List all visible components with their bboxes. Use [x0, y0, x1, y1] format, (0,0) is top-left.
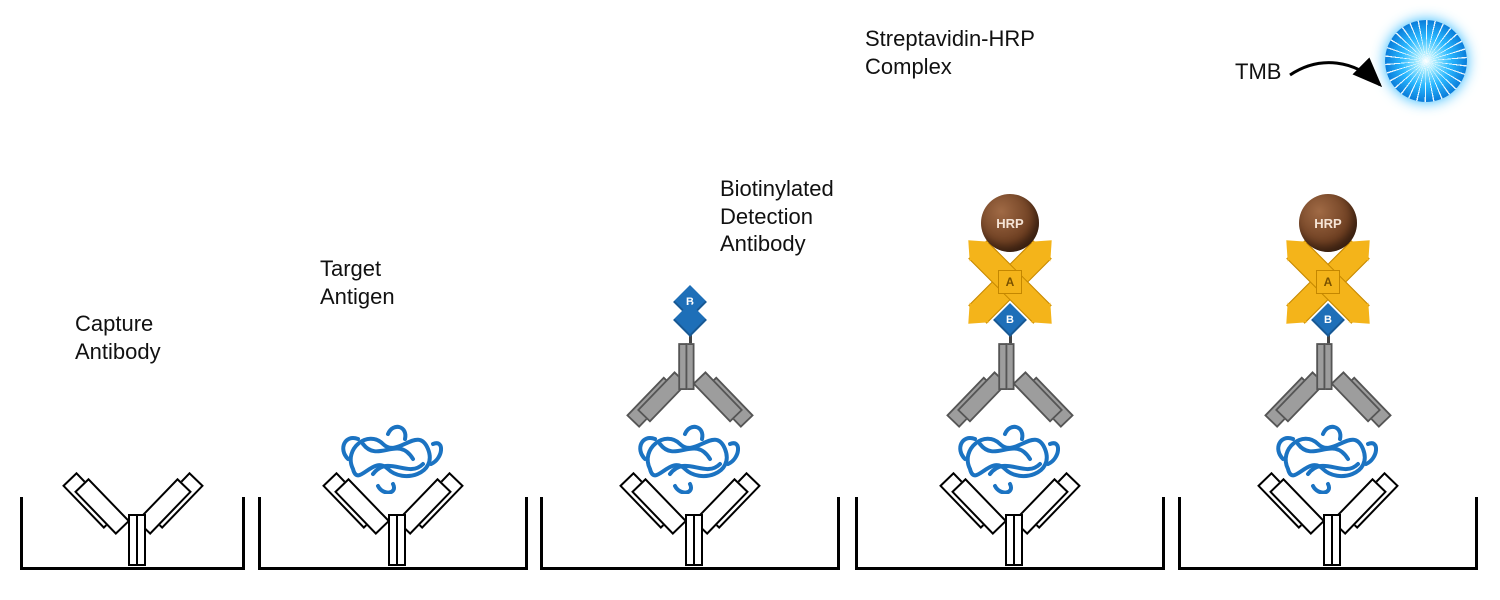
antigen-icon	[630, 414, 750, 494]
tmb-signal-icon	[1385, 20, 1467, 102]
biotin-icon: B	[998, 308, 1022, 346]
hrp-letter: HRP	[996, 216, 1023, 231]
panel-antigen	[258, 320, 528, 570]
panel-detection: B	[540, 190, 840, 570]
label-capture-antibody: Capture Antibody	[75, 310, 161, 365]
streptavidin-letter: A	[1324, 275, 1333, 289]
antigen-icon	[1268, 414, 1388, 494]
antigen-icon	[950, 414, 1070, 494]
biotin-letter: B	[1006, 314, 1014, 326]
biotin-icon: B	[678, 290, 702, 346]
antigen-icon	[333, 414, 453, 494]
tmb-arrow-icon	[1285, 55, 1395, 125]
panel-strep-hrp: HRP A B	[855, 70, 1165, 570]
elisa-diagram: Capture Antibody Target Antigen Biotinyl…	[0, 0, 1500, 600]
biotin-letter: B	[1324, 314, 1332, 326]
streptavidin-letter: A	[1006, 275, 1015, 289]
biotin-icon: B	[1316, 308, 1340, 346]
capture-antibody-icon	[73, 466, 193, 562]
label-target-antigen: Target Antigen	[320, 255, 395, 310]
panel-tmb: HRP A B	[1178, 70, 1478, 570]
hrp-icon: HRP	[1299, 194, 1357, 252]
panel-capture	[20, 400, 245, 570]
hrp-letter: HRP	[1314, 216, 1341, 231]
hrp-icon: HRP	[981, 194, 1039, 252]
